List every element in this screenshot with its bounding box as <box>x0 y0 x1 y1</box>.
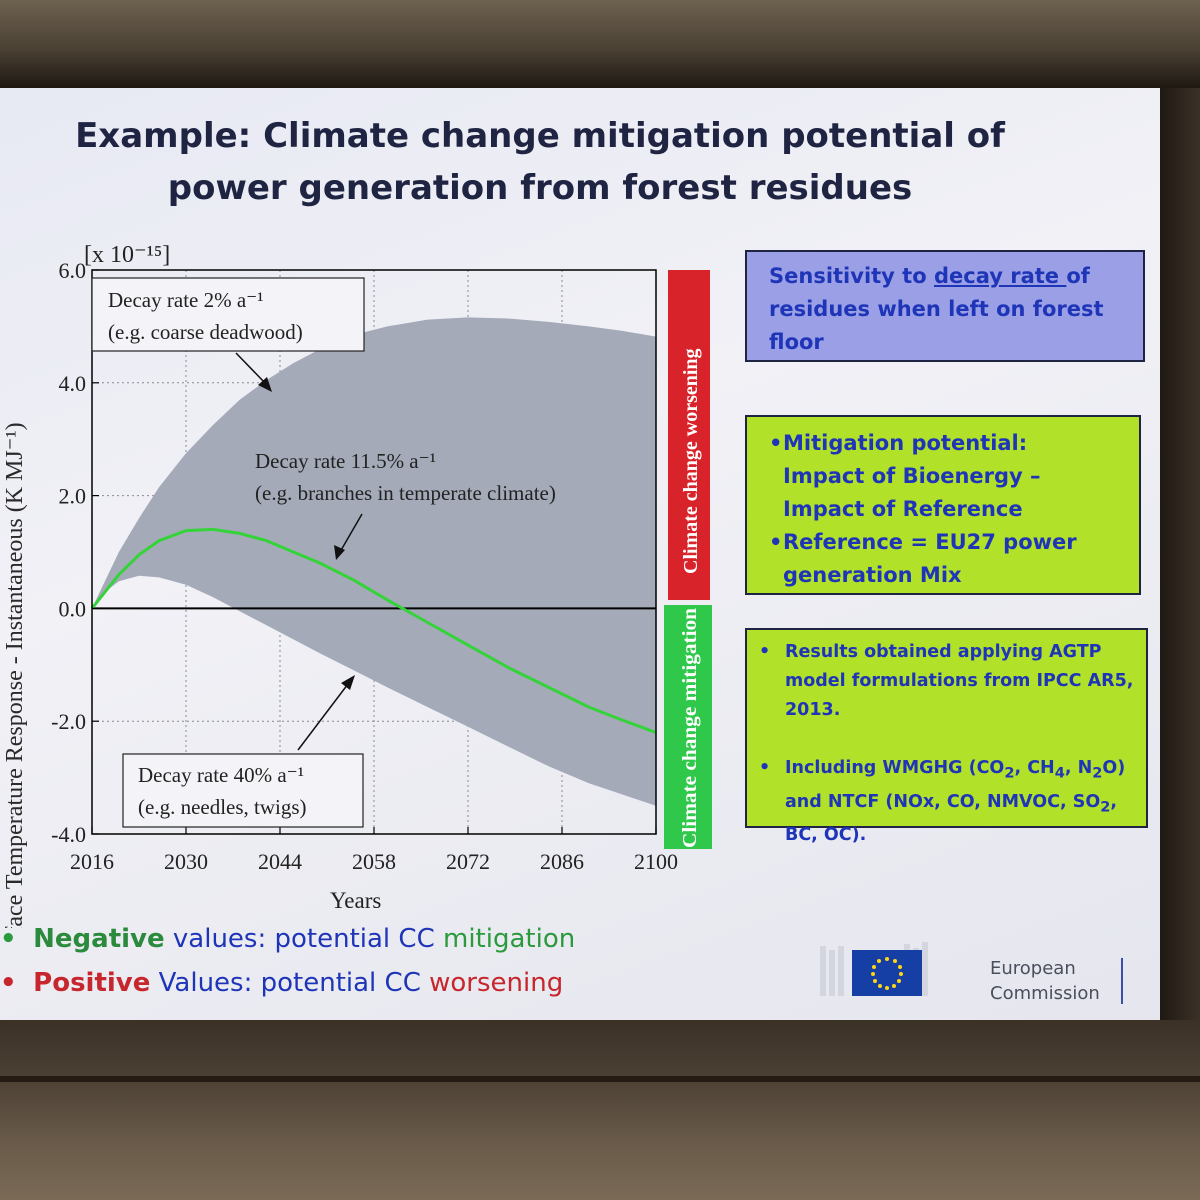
x-tick-label: 2044 <box>258 849 302 874</box>
gas-subscript: 2 <box>1004 764 1015 782</box>
info-box-mitigation: • Mitigation potential: Impact of Bioene… <box>745 415 1141 595</box>
annotation-2pct-title: Decay rate 2% a⁻¹ <box>108 288 264 312</box>
gas-list-part: , N <box>1064 758 1093 778</box>
x-axis-ticks: 2016 2030 2044 2058 2072 2086 2100 <box>70 827 678 874</box>
annotation-2pct-arrowhead <box>258 377 272 392</box>
info-box-methodology-bullet-2-text: Including WMGHG (CO2, CH4, N2O) and NTCF… <box>785 754 1134 850</box>
monitor-bezel-bottom <box>0 1018 1200 1200</box>
gas-list-part: , BC, OC). <box>785 791 1118 846</box>
info-box-decay-rate: Sensitivity to decay rate of residues wh… <box>745 250 1145 362</box>
positive-desc: Values: potential CC <box>150 968 430 998</box>
wordmark-divider <box>1121 958 1123 1004</box>
worsening-bar <box>668 270 710 600</box>
annotation-11-5pct-arrowhead <box>334 545 345 560</box>
monitor-bezel-top <box>0 0 1200 88</box>
gas-list-part: Including WMGHG (CO <box>785 758 1005 778</box>
bullet-icon: • <box>759 758 771 778</box>
gas-list-part: O) and NTCF (NOx, CO, NMVOC, SO <box>785 758 1126 812</box>
x-tick-label: 2030 <box>164 849 208 874</box>
info-box-methodology-bullet-1-text: Results obtained applying AGTP model for… <box>785 642 1134 720</box>
info-box-mitigation-bullet-1-head: Mitigation potential: <box>783 431 1028 455</box>
info-box-methodology-bullet-2: • Including WMGHG (CO2, CH4, N2O) and NT… <box>759 754 1134 850</box>
mitigation-bar-label: Climate change mitigation <box>679 608 701 848</box>
y-tick-label: 2.0 <box>59 484 87 509</box>
negative-desc: values: potential CC <box>164 924 443 954</box>
y-tick-label: 6.0 <box>59 258 87 283</box>
annotation-2pct-arrow <box>235 352 267 385</box>
annotation-40pct-note: (e.g. needles, twigs) <box>138 795 307 819</box>
bullet-icon: • <box>769 431 783 455</box>
annotation-40pct-title: Decay rate 40% a⁻¹ <box>138 763 304 787</box>
annotation-11-5pct-note: (e.g. branches in temperate climate) <box>255 481 556 505</box>
annotation-2pct-note: (e.g. coarse deadwood) <box>108 320 303 344</box>
y-axis-ticks: 6.0 4.0 2.0 0.0 -2.0 -4.0 <box>51 258 99 847</box>
y-tick-label: 4.0 <box>59 371 87 396</box>
bullet-icon: • <box>0 924 17 954</box>
worsening-bar-label: Climate change worsening <box>680 348 702 574</box>
monitor-edge <box>0 1076 1200 1082</box>
temperature-response-chart: 6.0 4.0 2.0 0.0 -2.0 -4.0 2016 2030 2044 2058 207… <box>2 242 712 928</box>
x-tick-label: 2086 <box>540 849 584 874</box>
bullet-icon: • <box>759 642 771 662</box>
negative-term: mitigation <box>443 924 576 954</box>
info-box-decay-rate-underlined: decay rate <box>933 264 1067 288</box>
european-commission-wordmark: European Commission <box>990 956 1130 1006</box>
annotation-40pct-arrow <box>297 683 349 751</box>
y-axis-label: Surface Temperature Response - Instantan… <box>2 422 28 928</box>
presentation-slide: Example: Climate change mitigation poten… <box>0 88 1160 1020</box>
y-tick-label: -2.0 <box>51 709 86 734</box>
annotation-box-40pct <box>122 753 364 828</box>
info-box-decay-rate-pre: Sensitivity to <box>769 264 934 288</box>
x-axis-label: Years <box>330 888 381 913</box>
info-box-mitigation-bullet-1: • Mitigation potential: Impact of Bioene… <box>769 427 1127 526</box>
legend-negative-values: • Negative values: potential CC mitigati… <box>0 924 575 954</box>
slide-title-line1: Example: Climate change mitigation poten… <box>75 116 1005 156</box>
monitor-bezel-right <box>1160 88 1200 1020</box>
gas-subscript: 2 <box>1100 798 1111 815</box>
negative-label: Negative <box>33 924 165 954</box>
x-tick-label: 2016 <box>70 849 114 874</box>
bullet-icon: • <box>0 968 17 998</box>
y-tick-label: -4.0 <box>51 822 86 847</box>
info-box-mitigation-bullet-2: • Reference = EU27 power generation Mix <box>769 526 1127 592</box>
info-box-methodology: • Results obtained applying AGTP model f… <box>745 628 1148 845</box>
info-box-methodology-bullet-1: • Results obtained applying AGTP model f… <box>759 638 1134 725</box>
decay-rate-range-band <box>92 317 656 806</box>
x-tick-label: 2058 <box>352 849 396 874</box>
annotation-40pct-arrowhead <box>341 675 355 690</box>
info-box-decay-rate-post: of residues when left on forest floor <box>769 264 1104 354</box>
positive-term: worsening <box>429 968 564 998</box>
positive-label: Positive <box>33 968 151 998</box>
bullet-icon: • <box>769 530 783 554</box>
gas-subscript: 4 <box>1054 764 1065 782</box>
slide-title: Example: Climate change mitigation poten… <box>40 110 1040 214</box>
mitigation-bar <box>664 605 712 849</box>
annotation-11-5pct-title: Decay rate 11.5% a⁻¹ <box>255 449 436 473</box>
annotation-box-2pct <box>91 277 365 352</box>
slide-title-line2: power generation from forest residues <box>167 168 913 208</box>
wordmark-line1: European <box>990 958 1076 979</box>
info-box-mitigation-bullet-1-body: Impact of Bioenergy – Impact of Referenc… <box>783 464 1041 521</box>
y-tick-label: 0.0 <box>59 596 87 621</box>
info-box-mitigation-bullet-2-text: Reference = EU27 power generation Mix <box>783 530 1077 587</box>
x-tick-label: 2100 <box>634 849 678 874</box>
wordmark-line2: Commission <box>990 983 1100 1004</box>
decay-11-5-line <box>90 527 657 734</box>
european-commission-logo <box>820 942 928 996</box>
annotation-11-5pct-arrow <box>339 513 363 553</box>
y-scale-multiplier: [x 10⁻¹⁵] <box>84 242 170 268</box>
gas-subscript: 2 <box>1092 764 1103 782</box>
x-tick-label: 2072 <box>446 849 490 874</box>
legend-positive-values: • Positive Values: potential CC worsenin… <box>0 968 563 998</box>
gas-list-part: , CH <box>1014 758 1055 778</box>
